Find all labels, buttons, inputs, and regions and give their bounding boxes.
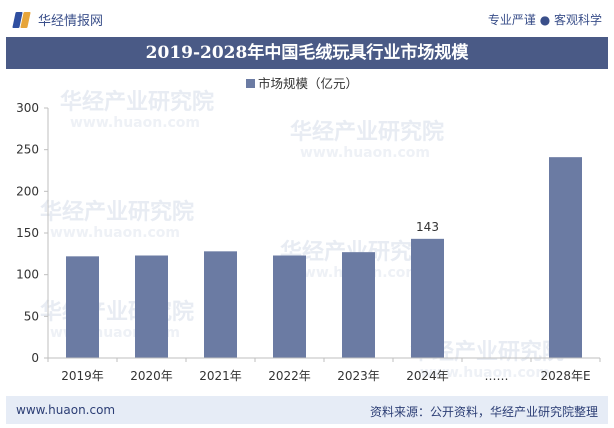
x-tick-label: 2020年 (130, 369, 173, 383)
y-tick-label: 50 (24, 309, 39, 323)
x-tick-label: 2028年E (540, 369, 590, 383)
watermark-url: www.huaon.com (50, 225, 180, 241)
watermark-text: 华经产业研究院 (40, 299, 194, 325)
bars: 143 (66, 157, 582, 358)
watermark-text: 华经产业研究院 (290, 119, 444, 145)
brand-logo-icon (12, 11, 32, 28)
legend-label: 市场规模（亿元） (258, 76, 358, 91)
chart-title: 2019-2028年中国毛绒玩具行业市场规模 (6, 37, 608, 69)
y-tick-label: 150 (16, 226, 39, 240)
bar-2023年 (342, 252, 375, 358)
brand: 华经情报网 (12, 10, 104, 29)
bar-2021年 (204, 251, 237, 358)
x-tick-label: 2023年 (337, 369, 380, 383)
bar-2024年 (411, 238, 444, 358)
y-tick-label: 250 (16, 143, 39, 157)
y-tick-label: 200 (16, 184, 39, 198)
legend: 市场规模（亿元） (246, 76, 358, 91)
bar-2020年 (135, 255, 168, 358)
bar-data-label: 143 (416, 220, 439, 234)
x-tick-label: 2024年 (406, 369, 449, 383)
y-axis: 0 50 100 150 200 250 300 (16, 101, 49, 365)
watermark-url: www.huaon.com (300, 145, 430, 161)
slogan: 专业严谨 ● 客观科学 (487, 13, 602, 27)
x-tick-label: 2019年 (61, 369, 104, 383)
x-tick-label: 2022年 (268, 369, 311, 383)
watermark-url: www.huaon.com (70, 115, 200, 131)
x-tick-label: …… (485, 369, 509, 383)
x-tick-label: 2021年 (199, 369, 242, 383)
x-axis: 2019年 2020年 2021年 2022年 2023年 2024年 …… 2028年E (47, 357, 601, 383)
legend-swatch (246, 79, 255, 88)
footer-source: 资料来源：公开资料，华经产业研究院整理 (369, 405, 598, 419)
footer-url: www.huaon.com (16, 403, 116, 417)
bar-2022年 (273, 255, 306, 358)
footer: www.huaon.com 资料来源：公开资料，华经产业研究院整理 (6, 396, 608, 424)
y-tick-label: 300 (16, 101, 39, 115)
watermark-url: www.huaon.com (420, 365, 550, 381)
bar-2019年 (66, 256, 99, 358)
bar-2028年E (549, 157, 582, 358)
watermark-text: 华经产业研究院 (40, 199, 194, 225)
brand-name: 华经情报网 (38, 14, 104, 29)
top-bar: 华经情报网 专业严谨 ● 客观科学 (0, 0, 614, 37)
y-tick-label: 0 (31, 351, 39, 365)
y-tick-label: 100 (16, 268, 39, 282)
watermark-text: 华经产业研究院 (60, 89, 214, 115)
